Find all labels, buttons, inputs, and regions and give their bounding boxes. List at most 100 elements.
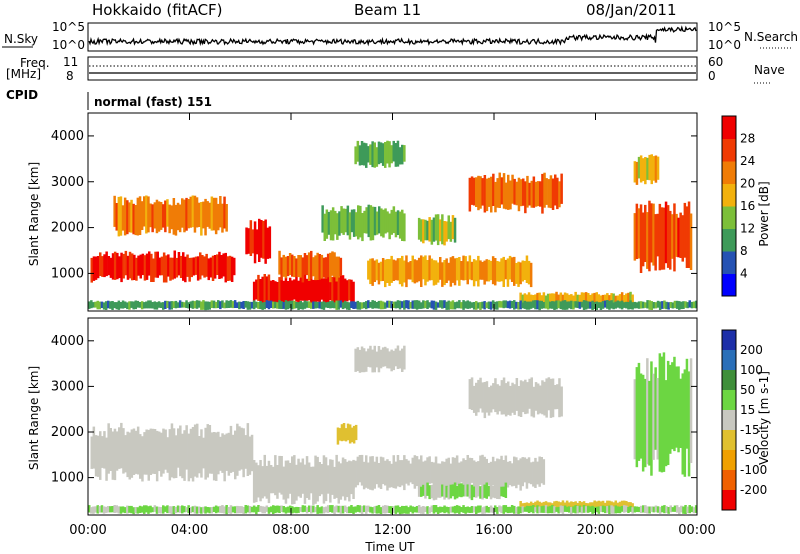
- heatmap-cell: [515, 507, 518, 514]
- heatmap-cell: [604, 506, 607, 514]
- heatmap-cell: [263, 302, 266, 310]
- heatmap-cell: [141, 253, 145, 276]
- heatmap-cell: [560, 173, 563, 204]
- heatmap-cell: [673, 203, 676, 272]
- heatmap-cell: [356, 140, 360, 162]
- heatmap-cell: [529, 262, 533, 288]
- heatmap-cell: [496, 301, 499, 310]
- heatmap-cell: [269, 506, 273, 513]
- heatmap-cell: [320, 464, 324, 495]
- heatmap-cell: [543, 381, 546, 416]
- heatmap-cell: [428, 255, 431, 281]
- heatmap-cell: [132, 428, 136, 475]
- heatmap-cell: [561, 505, 565, 514]
- heatmap-cell: [449, 257, 453, 287]
- heatmap-cell: [422, 219, 425, 244]
- heatmap-cell: [388, 461, 391, 488]
- heatmap-cell: [677, 366, 680, 453]
- heatmap-cell: [206, 507, 209, 513]
- heatmap-cell: [439, 300, 442, 308]
- heatmap-cell: [504, 455, 508, 488]
- heatmap-cell: [591, 300, 594, 310]
- heatmap-cell: [115, 431, 119, 471]
- heatmap-cell: [551, 378, 555, 418]
- heatmap-cell: [506, 506, 510, 514]
- heatmap-cell: [472, 259, 476, 287]
- heatmap-cell: [489, 260, 493, 281]
- heatmap-cell: [546, 502, 550, 511]
- heatmap-cell: [487, 463, 491, 486]
- heatmap-cell: [204, 198, 207, 236]
- heatmap-cell: [656, 506, 660, 513]
- heatmap-cell: [523, 300, 527, 309]
- heatmap-cell: [278, 277, 281, 303]
- colorbar-tick-label: 24: [740, 154, 755, 168]
- heatmap-cell: [534, 181, 538, 207]
- heatmap-cell: [396, 258, 400, 281]
- heatmap-cell: [468, 255, 472, 280]
- heatmap-cell: [316, 252, 319, 280]
- heatmap-cell: [542, 292, 546, 307]
- heatmap-cell: [481, 454, 484, 490]
- heatmap-cell: [434, 482, 438, 500]
- heatmap-cell: [139, 434, 142, 479]
- heatmap-cell: [164, 200, 167, 233]
- heatmap-cell: [165, 255, 168, 283]
- heatmap-cell: [524, 181, 527, 214]
- heatmap-cell: [593, 302, 596, 309]
- colorbar-tick-label: -200: [740, 483, 767, 497]
- heatmap-cell: [305, 507, 309, 514]
- heatmap-cell: [654, 302, 658, 309]
- nave-label: Nave: [754, 63, 785, 77]
- heatmap-cell: [121, 205, 125, 231]
- heatmap-cell: [390, 506, 393, 515]
- heatmap-cell: [407, 460, 410, 486]
- heatmap-cell: [455, 455, 459, 486]
- heatmap-cell: [532, 505, 535, 514]
- heatmap-cell: [491, 456, 495, 486]
- heatmap-cell: [307, 505, 311, 512]
- heatmap-cell: [371, 206, 375, 241]
- heatmap-cell: [293, 256, 296, 278]
- heatmap-cell: [553, 506, 556, 514]
- heatmap-cell: [331, 300, 334, 309]
- heatmap-cell: [453, 258, 457, 286]
- noise-tick-bottom-left: 10^0: [52, 38, 85, 52]
- heatmap-cell: [396, 300, 400, 309]
- heatmap-cell: [608, 300, 611, 310]
- heatmap-cell: [413, 259, 417, 284]
- heatmap-cell: [614, 505, 617, 514]
- colorbar-tick-label: 200: [740, 343, 763, 357]
- heatmap-cell: [160, 432, 163, 477]
- heatmap-cell: [365, 351, 368, 372]
- heatmap-cell: [214, 197, 218, 235]
- heatmap-cell: [597, 294, 601, 306]
- heatmap-cell: [681, 373, 684, 475]
- heatmap-cell: [248, 301, 252, 310]
- heatmap-cell: [521, 457, 524, 487]
- heatmap-cell: [441, 262, 444, 287]
- heatmap-cell: [451, 300, 455, 310]
- colorbar-segment: [722, 370, 736, 391]
- heatmap-cell: [644, 302, 647, 308]
- heatmap-cell: [508, 300, 512, 309]
- heatmap-cell: [305, 301, 309, 308]
- heatmap-cell: [449, 463, 453, 487]
- heatmap-cell: [483, 484, 486, 498]
- heatmap-cell: [411, 255, 414, 283]
- heatmap-cell: [128, 301, 131, 310]
- heatmap-cell: [261, 506, 264, 514]
- heatmap-cell: [176, 302, 180, 308]
- heatmap-cell: [229, 300, 233, 308]
- heatmap-cell: [130, 505, 133, 514]
- heatmap-cell: [202, 437, 205, 469]
- colorbar-tick-label: -50: [740, 443, 760, 457]
- heatmap-cell: [483, 456, 486, 488]
- heatmap-cell: [178, 506, 182, 513]
- heatmap-cell: [119, 302, 123, 309]
- heatmap-cell: [375, 505, 379, 514]
- heatmap-cell: [111, 301, 114, 310]
- colorbar-segment: [722, 161, 736, 184]
- heatmap-cell: [420, 219, 423, 242]
